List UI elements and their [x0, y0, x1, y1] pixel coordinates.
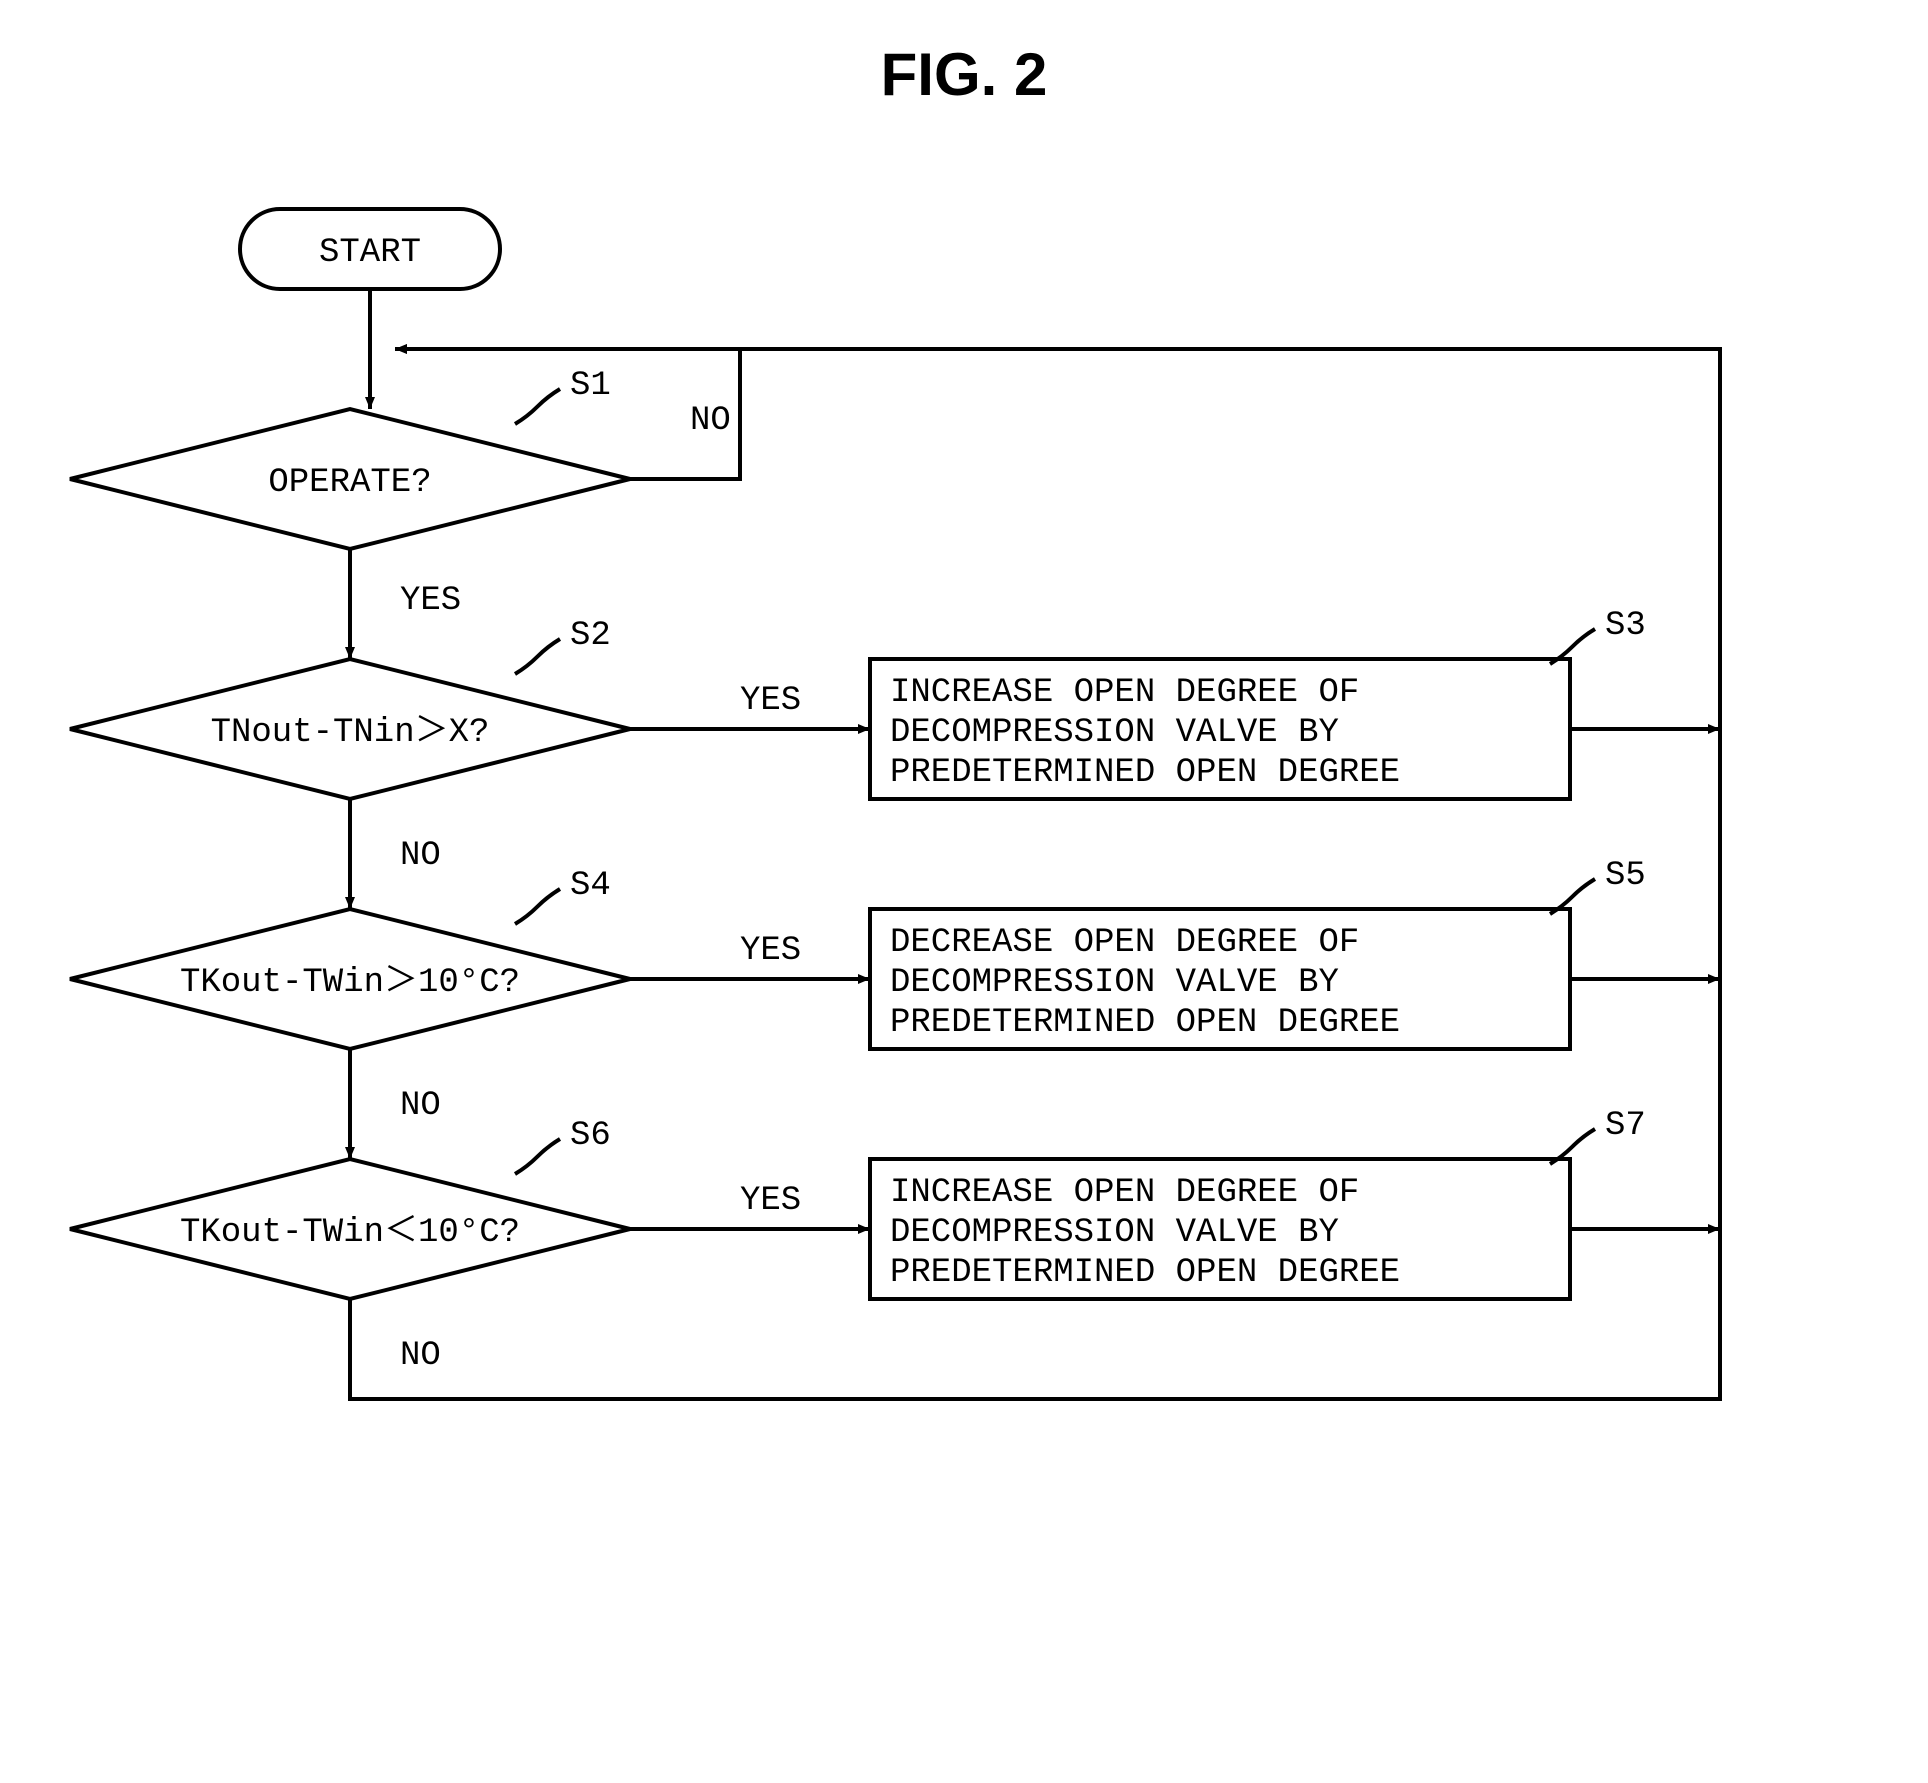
node-s4: TKout-TWin＞10°C? — [70, 909, 630, 1049]
node-start: START — [240, 209, 500, 289]
figure-container: FIG. 2 NO YES YES NO YES NO YES NO START OPERATE?… — [40, 40, 1888, 1549]
node-s3: INCREASE OPEN DEGREE OFDECOMPRESSION VAL… — [870, 659, 1570, 799]
step-callout-s1 — [515, 389, 560, 424]
step-callout-s5 — [1550, 879, 1595, 914]
step-label: S1 — [570, 367, 611, 405]
edge-label: NO — [690, 402, 731, 440]
edge-label: YES — [400, 582, 461, 620]
edge-label: NO — [400, 1087, 441, 1125]
node-s7: INCREASE OPEN DEGREE OFDECOMPRESSION VAL… — [870, 1159, 1570, 1299]
edge-label: NO — [400, 837, 441, 875]
step-label: S4 — [570, 867, 611, 905]
node-label: TKout-TWin＞10°C? — [180, 964, 520, 1002]
node-label-line: DECOMPRESSION VALVE BY — [890, 714, 1339, 752]
step-label: S6 — [570, 1117, 611, 1155]
edge-label: YES — [740, 682, 801, 720]
step-label: S3 — [1605, 607, 1646, 645]
node-label-line: INCREASE OPEN DEGREE OF — [890, 1174, 1359, 1212]
node-label: TKout-TWin＜10°C? — [180, 1214, 520, 1252]
edge-label: YES — [740, 932, 801, 970]
node-label: START — [319, 234, 421, 272]
node-label-line: DECOMPRESSION VALVE BY — [890, 1214, 1339, 1252]
node-s6: TKout-TWin＜10°C? — [70, 1159, 630, 1299]
node-label-line: INCREASE OPEN DEGREE OF — [890, 674, 1359, 712]
edge-label: YES — [740, 1182, 801, 1220]
node-s1: OPERATE? — [70, 409, 630, 549]
node-s5: DECREASE OPEN DEGREE OFDECOMPRESSION VAL… — [870, 909, 1570, 1049]
edge-label: NO — [400, 1337, 441, 1375]
node-label-line: PREDETERMINED OPEN DEGREE — [890, 754, 1400, 792]
flowchart-svg: NO YES YES NO YES NO YES NO START OPERATE? TNout-T… — [40, 169, 1770, 1549]
step-callout-s4 — [515, 889, 560, 924]
step-label: S2 — [570, 617, 611, 655]
node-label-line: PREDETERMINED OPEN DEGREE — [890, 1254, 1400, 1292]
figure-title: FIG. 2 — [40, 40, 1888, 109]
node-label-line: DECREASE OPEN DEGREE OF — [890, 924, 1359, 962]
node-s2: TNout-TNin＞X? — [70, 659, 630, 799]
step-label: S5 — [1605, 857, 1646, 895]
node-label: TNout-TNin＞X? — [211, 714, 490, 752]
node-label: OPERATE? — [268, 464, 431, 502]
step-callout-s2 — [515, 639, 560, 674]
step-callout-s3 — [1550, 629, 1595, 664]
step-callout-s6 — [515, 1139, 560, 1174]
step-label: S7 — [1605, 1107, 1646, 1145]
step-callout-s7 — [1550, 1129, 1595, 1164]
node-label-line: DECOMPRESSION VALVE BY — [890, 964, 1339, 1002]
node-label-line: PREDETERMINED OPEN DEGREE — [890, 1004, 1400, 1042]
